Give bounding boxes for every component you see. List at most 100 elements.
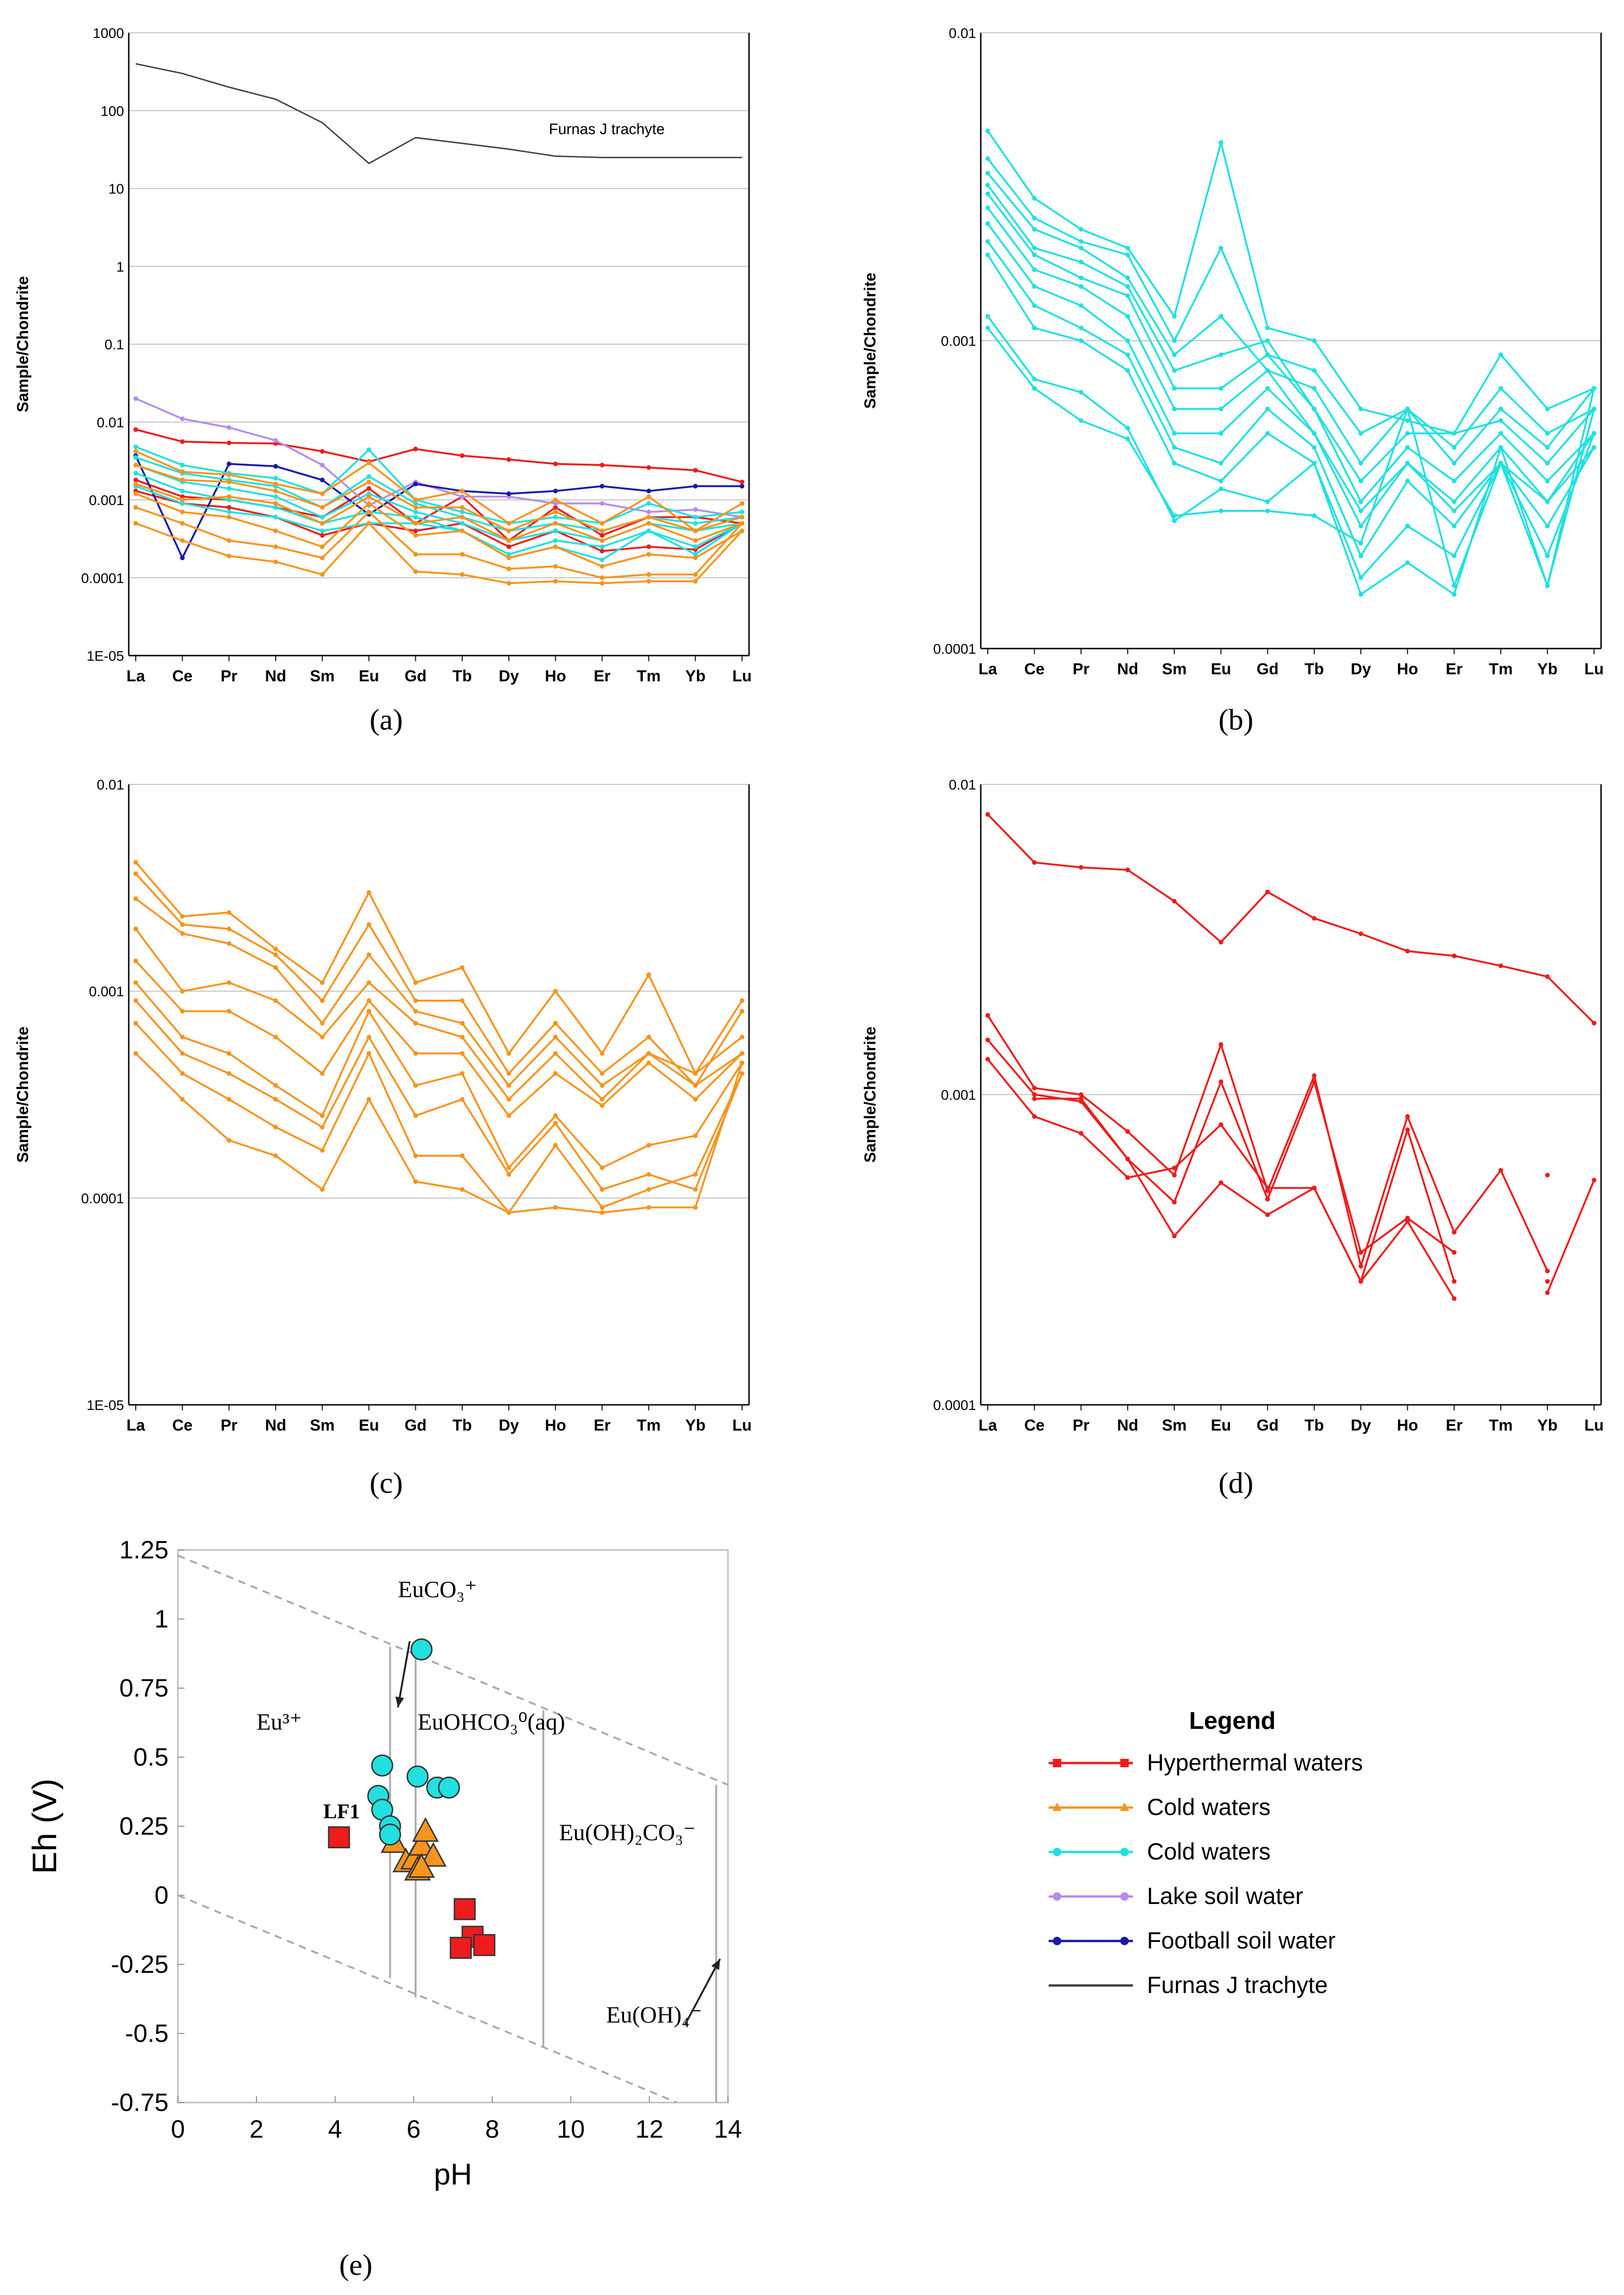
data-point [273,515,278,520]
legend-marker [1120,1759,1129,1767]
series-line [135,960,743,1117]
data-point [180,555,185,561]
arrow-head [711,1959,720,1970]
x-tick-label: Dy [1351,1417,1371,1434]
data-point [227,1009,232,1014]
data-point [1219,487,1224,492]
data-point [413,528,418,533]
x-tick-label: Yb [685,667,705,685]
x-tick-label: Gd [404,667,426,685]
legend-swatch-hyperthermal [1049,1759,1133,1767]
x-tick-label: Nd [265,667,286,685]
data-point [273,544,278,549]
data-point [133,455,138,460]
legend-marker [1120,1848,1129,1856]
data-point [693,572,698,577]
legend-label: Furnas J trachyte [1147,1972,1328,1998]
data-point [693,579,698,584]
series-line [1546,1180,1595,1293]
data-point [740,484,745,489]
data-point [320,980,325,985]
data-point [273,464,278,469]
data-point [600,575,605,580]
data-point [1079,227,1084,232]
x-tick-label: Eu [1211,1417,1231,1434]
data-point [133,980,138,985]
data-point [985,1057,990,1062]
data-point [227,505,232,510]
data-point [133,463,138,468]
y-tick-label: 1 [154,1605,169,1633]
data-point [227,494,232,499]
series-line [987,1039,1455,1254]
data-point [985,191,990,196]
legend-label: Lake soil water [1147,1883,1303,1909]
data-point [180,989,185,994]
region-label: EuCO₃⁺ [398,1576,477,1602]
series-line [135,483,742,542]
series-line [135,1000,743,1191]
series-line [987,1058,1455,1284]
data-point [410,1638,433,1660]
data-point [1405,949,1410,954]
data-point [600,484,605,489]
x-tick-label: Eu [1211,660,1231,678]
data-point [506,1210,511,1215]
x-tick-label: Lu [1584,660,1604,678]
data-point [646,1172,651,1177]
data-point [1032,1092,1037,1097]
x-tick-label: Gd [404,1417,426,1434]
data-point [553,1071,558,1076]
data-point [1032,386,1037,391]
data-point [413,509,418,515]
data-point [413,515,418,520]
data-point [367,474,372,479]
x-tick-label: La [978,1417,998,1434]
data-point [1265,431,1270,436]
data-point [506,491,511,496]
series-line [135,398,742,518]
data-point [506,1172,511,1177]
y-tick-label: 0 [154,1882,169,1910]
y-tick-label: 0.0001 [933,642,976,657]
data-point [227,980,232,985]
data-point [740,515,745,520]
data-point [227,461,232,466]
data-point [1312,431,1317,436]
data-point [1265,889,1270,894]
data-point [367,460,372,465]
x-tick-label: Lu [732,1417,752,1434]
x-tick-label: 12 [635,2115,663,2143]
data-point [553,461,558,466]
data-point [1172,406,1177,412]
data-point [693,468,698,473]
data-point [600,501,605,506]
data-point [180,494,185,499]
data-point [320,1187,325,1192]
data-point [646,465,651,470]
data-point [133,427,138,432]
data-point [1172,368,1177,373]
region-label: Eu(OH)₄⁻ [606,2001,702,2028]
data-point [1452,499,1457,504]
data-point [693,1187,698,1192]
data-point [1265,368,1270,373]
x-tick-label: Tb [453,1417,472,1434]
data-point [133,998,138,1003]
x-tick-label: Nd [1117,660,1138,678]
y-tick-label: 1 [116,259,124,275]
data-point [1545,431,1550,436]
data-point [1172,899,1177,904]
x-axis-title: pH [434,2157,472,2191]
data-point [320,449,325,454]
series-line [135,428,742,483]
x-tick-label: Tb [1305,1417,1324,1434]
data-point [985,1037,990,1042]
data-point [320,1125,325,1130]
data-point [454,1898,476,1920]
x-tick-label: 14 [714,2115,742,2143]
data-point [460,572,465,577]
data-point [1358,553,1363,559]
data-point [1265,499,1270,504]
data-point [506,1051,511,1056]
